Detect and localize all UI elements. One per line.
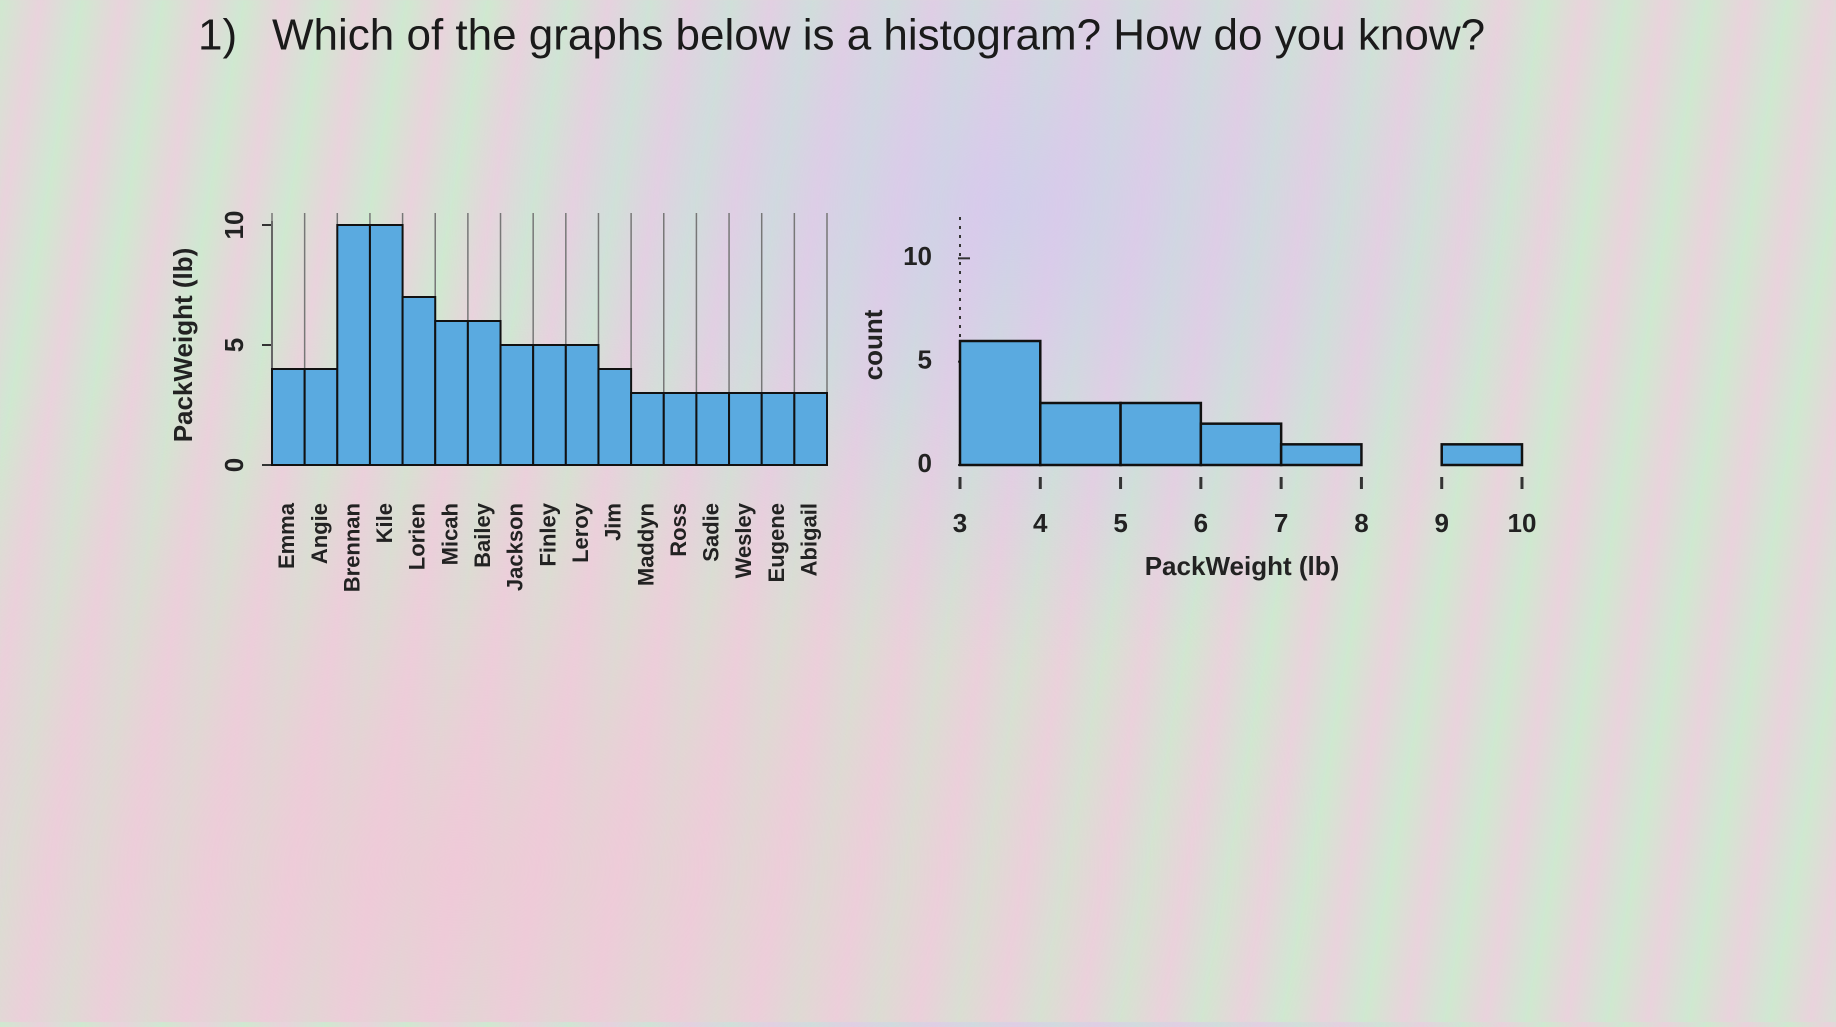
x-tick-label: Eugene [764,503,789,582]
x-tick-label: Brennan [339,503,364,592]
x-tick-label: Abigail [796,503,821,576]
bar [695,392,731,466]
x-tick-label: Bailey [470,502,495,568]
histogram-bar [1279,443,1363,467]
x-tick-label: Leroy [568,502,593,563]
x-tick-label: Emma [274,502,299,569]
bar [434,320,469,466]
x-tick-label: 5 [1113,508,1127,538]
bar [760,392,796,466]
bar [336,224,371,466]
bar [564,344,600,466]
x-tick-label: 7 [1274,508,1288,538]
x-tick-label: Angie [307,503,332,564]
x-tick-label: Wesley [731,502,756,578]
y-tick-label: 0 [918,448,932,478]
y-tick-label: 5 [918,345,932,375]
bar [368,224,404,466]
question-text: Which of the graphs below is a histogram… [272,11,1485,60]
x-tick-label: 8 [1354,508,1368,538]
x-tick-label: 9 [1434,508,1448,538]
x-tick-label: Maddyn [633,503,658,586]
y-axis-title: count [858,309,888,380]
y-tick-label: 5 [219,338,249,352]
bar [466,320,502,466]
x-tick-label: Ross [666,503,691,557]
bar [630,392,665,466]
histogram-bar [958,339,1042,467]
histogram-bar [1199,422,1283,467]
y-tick-label: 10 [903,241,932,271]
bar [662,392,698,466]
x-tick-label: Finley [535,502,560,566]
y-tick-label: 0 [219,458,249,472]
x-tick-label: Micah [437,503,462,565]
bar [793,392,829,466]
x-tick-label: Jim [601,503,626,541]
bar [597,368,633,466]
x-tick-label: Kile [372,503,397,543]
x-tick-label: Sadie [699,503,724,562]
x-tick-label: 4 [1033,508,1048,538]
histogram-bar [1119,401,1203,467]
bar [728,392,763,466]
bar [271,368,306,466]
x-axis-title: PackWeight (lb) [1145,551,1340,581]
y-tick-label: 10 [219,211,249,240]
x-tick-label: 3 [953,508,967,538]
bar [532,344,567,466]
bar [499,344,535,466]
bar [303,368,339,466]
x-tick-label: Lorien [405,503,430,570]
histogram-bar [1039,401,1122,467]
x-tick-label: Jackson [503,503,528,591]
bar [401,296,437,466]
x-tick-label: 6 [1194,508,1208,538]
histogram-bar [1440,443,1524,467]
x-tick-label: 10 [1508,508,1537,538]
question-number: 1) [198,11,237,60]
y-axis-title: PackWeight (lb) [168,248,198,443]
